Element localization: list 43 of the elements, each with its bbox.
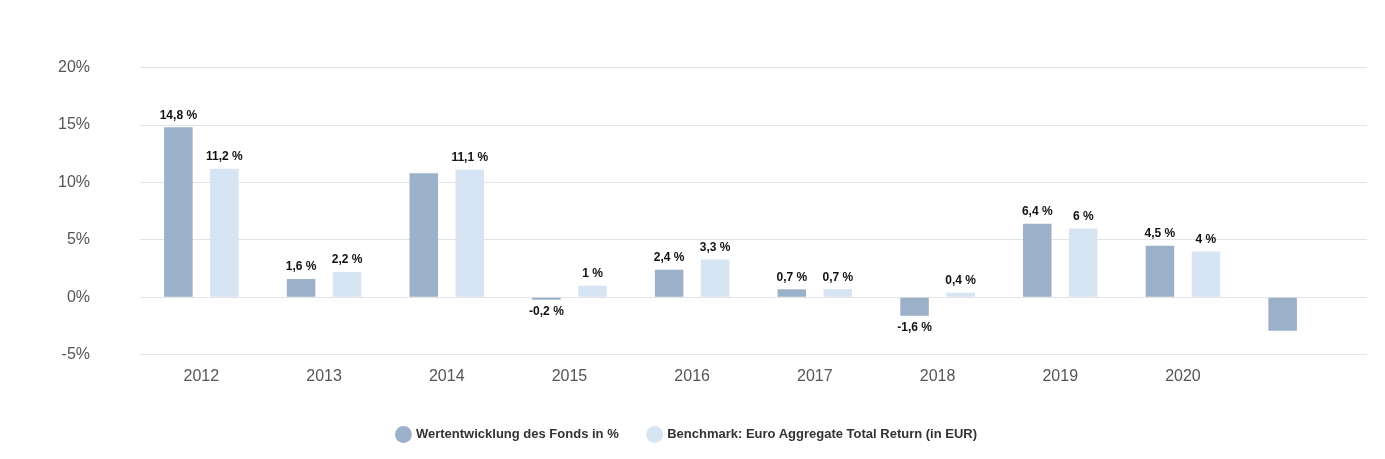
legend-label: Wertentwicklung des Fonds in %: [415, 426, 620, 442]
data-label: 4,5 %: [1144, 225, 1176, 240]
x-tick-label: 2016: [674, 366, 711, 384]
y-tick-label: 20%: [57, 58, 91, 76]
bar: [1268, 297, 1297, 331]
data-label: 1 %: [582, 266, 604, 281]
bar: [777, 289, 807, 297]
bar: [1022, 223, 1052, 297]
data-label: -0,2 %: [529, 303, 565, 318]
x-tick-label: 2017: [797, 366, 833, 384]
bar: [654, 269, 684, 297]
data-label: 3,3 %: [699, 239, 731, 254]
data-label: 1,6 %: [285, 259, 317, 274]
bar: [286, 278, 316, 297]
data-label: 0,4 %: [945, 273, 977, 288]
y-tick-label: 0%: [66, 287, 91, 305]
bar: [900, 297, 929, 316]
data-label: 11,1 %: [451, 150, 489, 165]
data-label: 11,2 %: [206, 149, 244, 164]
x-tick-label: 2012: [183, 366, 220, 384]
x-tick-label: 2018: [919, 366, 956, 384]
bar: [1145, 245, 1175, 297]
data-label: 2,4 %: [653, 250, 685, 265]
data-label: 0,7 %: [822, 269, 854, 284]
x-tick-label: 2020: [1165, 366, 1201, 384]
x-tick-label: 2015: [551, 366, 588, 384]
y-tick-label: 15%: [57, 115, 91, 133]
data-label: -1,6 %: [897, 320, 933, 335]
bar: [164, 127, 193, 297]
data-label: 14,8 %: [159, 107, 198, 122]
data-label: 2,2 %: [331, 252, 363, 267]
data-label: 6,4 %: [1021, 204, 1053, 219]
y-tick-label: 5%: [66, 230, 91, 248]
data-label: 4 %: [1195, 231, 1217, 246]
x-tick-label: 2013: [306, 366, 342, 384]
data-label: 0,7 %: [776, 269, 808, 284]
y-tick-label: -5%: [61, 345, 91, 363]
legend-label: Benchmark: Euro Aggregate Total Return (in EUR): [667, 426, 978, 442]
bar: [409, 173, 439, 297]
data-label: 6 %: [1072, 208, 1094, 223]
y-tick-label: 10%: [57, 172, 91, 190]
x-tick-label: 2014: [428, 366, 465, 384]
x-tick-label: 2019: [1042, 366, 1079, 384]
